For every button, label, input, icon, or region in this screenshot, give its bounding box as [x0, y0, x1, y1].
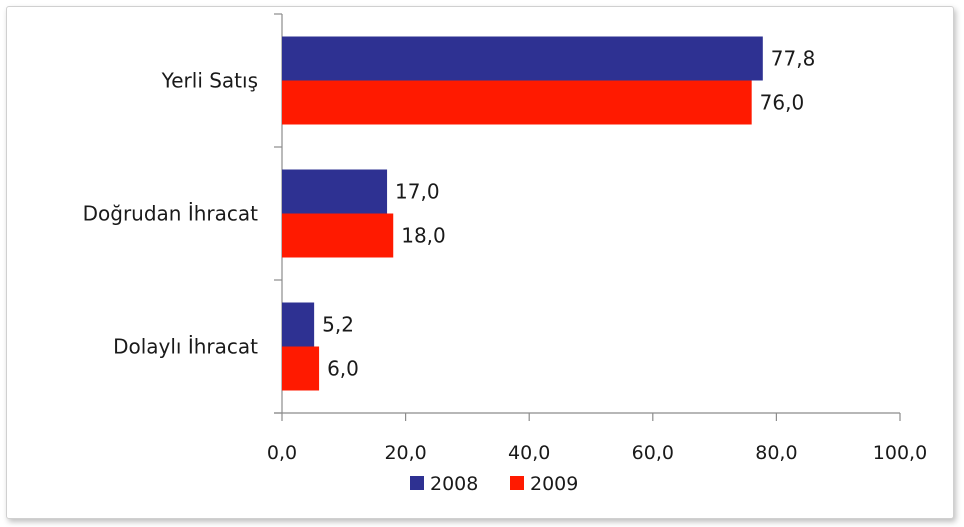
x-tick-label: 40,0 — [508, 442, 550, 464]
legend-swatch-2008 — [410, 476, 424, 490]
x-tick-label: 80,0 — [755, 442, 797, 464]
category-label: Yerli Satış — [161, 69, 258, 93]
category-labels: Yerli Satış Doğrudan İhracat Dolaylı İhrac… — [83, 69, 259, 359]
bar-2009 — [282, 80, 752, 125]
x-tick-labels: 0,0 20,0 40,0 60,0 80,0 100,0 — [267, 442, 927, 464]
bar-2008 — [282, 302, 315, 347]
data-label: 17,0 — [395, 180, 440, 204]
data-label: 77,8 — [771, 47, 816, 71]
data-label: 76,0 — [760, 91, 805, 115]
bar-2009 — [282, 346, 320, 391]
category-label: Dolaylı İhracat — [113, 335, 258, 359]
legend-label: 2008 — [430, 473, 478, 495]
category-label: Doğrudan İhracat — [83, 202, 259, 226]
data-label: 18,0 — [401, 224, 446, 248]
bars — [282, 36, 763, 391]
bar-2008 — [282, 169, 388, 214]
legend: 2008 2009 — [410, 473, 578, 495]
x-tick-label: 20,0 — [384, 442, 426, 464]
legend-swatch-2009 — [510, 476, 524, 490]
x-tick-label: 60,0 — [632, 442, 674, 464]
data-labels: 77,8 76,0 17,0 18,0 5,2 6,0 — [322, 47, 815, 381]
bar-2008 — [282, 36, 763, 81]
data-label: 6,0 — [327, 357, 359, 381]
x-tick-label: 0,0 — [267, 442, 297, 464]
bar-2009 — [282, 213, 394, 258]
data-label: 5,2 — [322, 313, 354, 337]
x-tick-label: 100,0 — [873, 442, 927, 464]
legend-label: 2009 — [530, 473, 578, 495]
